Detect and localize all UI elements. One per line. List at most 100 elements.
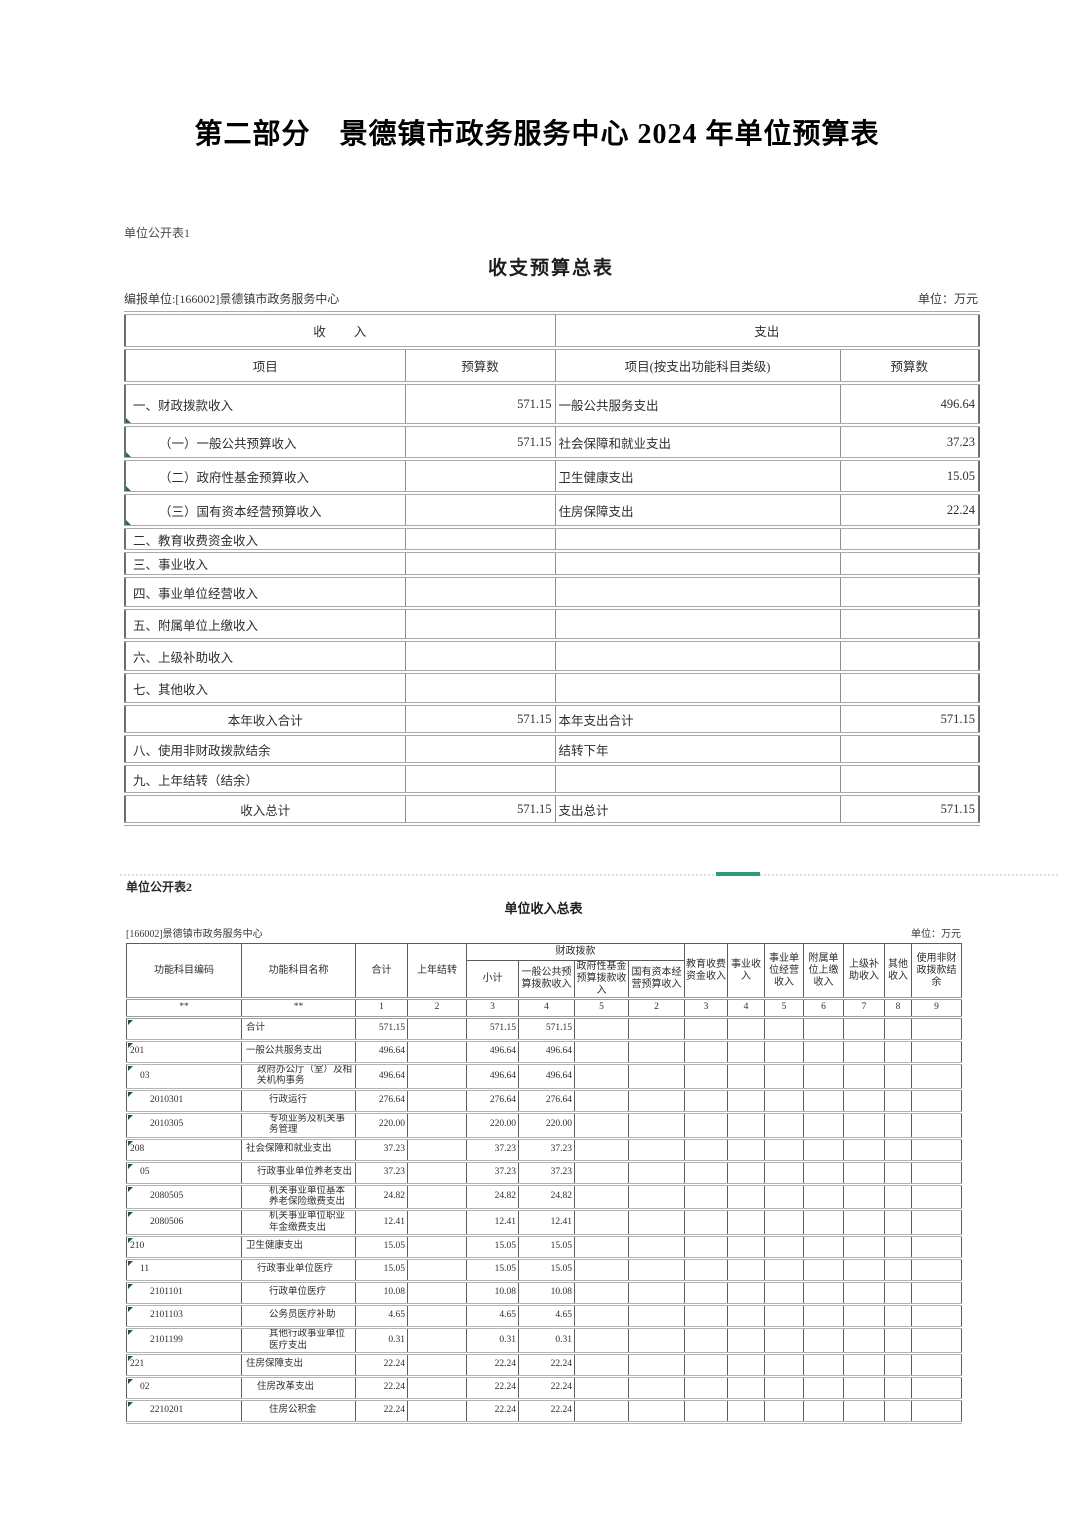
t2-value: 37.23 (466, 1159, 519, 1186)
t1-income-item: 六、上级补助收入 (124, 638, 406, 674)
t2-code: 02 (126, 1374, 242, 1401)
t2-value (407, 1016, 467, 1042)
t1-income-value (404, 491, 556, 529)
t2-value (803, 1303, 844, 1330)
t1-income-item: （二）政府性基金预算收入 (124, 457, 406, 495)
t2-value (843, 1351, 885, 1378)
t1-expense-item (554, 525, 841, 553)
t2-column-number: 1 (355, 997, 408, 1019)
t2-value (803, 1062, 844, 1091)
t2-value (764, 1039, 804, 1065)
table2-title: 单位收入总表 (504, 901, 583, 916)
t2-value: 22.24 (355, 1397, 408, 1424)
t2-value (884, 1182, 912, 1212)
t2-value (684, 1280, 728, 1307)
t2-value (911, 1280, 962, 1307)
t1-group-header-row: 收 入 支出 (124, 311, 980, 350)
t1-income-budget-header: 预算数 (404, 346, 556, 385)
t2-code: 2101101 (126, 1280, 242, 1307)
t2-value: 276.64 (355, 1087, 408, 1114)
t2-value (407, 1159, 467, 1186)
t2-code: 221 (126, 1351, 242, 1378)
t2-value (684, 1039, 728, 1065)
t1-income-value (404, 670, 556, 706)
t2-value: 37.23 (518, 1159, 575, 1186)
t2-value (764, 1303, 804, 1330)
t1-expense-value: 22.24 (839, 491, 980, 529)
t2-value (684, 1087, 728, 1114)
t2-value (911, 1351, 962, 1378)
t2-header-row-1: 功能科目编码 功能科目名称 合计 上年结转 财政拨款 教育收费资金收入 事业收入… (126, 943, 962, 999)
t2-value: 276.64 (466, 1087, 519, 1114)
t2-value (843, 1016, 885, 1042)
t2-value (764, 1110, 804, 1140)
t1-expense-value: 15.05 (839, 457, 980, 495)
t2-value: 496.64 (518, 1062, 575, 1091)
t2-value (727, 1039, 765, 1065)
t2-code: 2010305 (126, 1110, 242, 1140)
t2-row: 208 社会保障和就业支出 37.23 37.23 37.23 (126, 1136, 962, 1163)
t2-value (843, 1234, 885, 1261)
budget-summary-section: 单位公开表1 收支预算总表 编报单位:[166002]景德镇市政务服务中心 单位… (124, 224, 981, 826)
t1-expense-value (839, 525, 980, 553)
t2-value (803, 1182, 844, 1212)
t2-header-subtotal: 小计 (466, 960, 519, 999)
t2-value: 22.24 (466, 1351, 519, 1378)
t2-value (628, 1257, 685, 1284)
t2-name: 专项业务及机关事务管理 (241, 1110, 356, 1140)
t2-header-state-capital: 国有资本经营预算收入 (628, 960, 685, 999)
t2-column-number: 6 (803, 997, 844, 1019)
t2-value (803, 1257, 844, 1284)
t2-value (574, 1182, 629, 1212)
t2-column-number: 2 (407, 997, 467, 1019)
t2-value (407, 1062, 467, 1091)
t2-column-number: 4 (518, 997, 575, 1019)
t2-name: 行政运行 (241, 1087, 356, 1114)
t2-value (727, 1397, 765, 1424)
t2-value (911, 1062, 962, 1091)
t2-code: 2101103 (126, 1303, 242, 1330)
t1-expense-item (554, 670, 841, 706)
t1-income-item: 五、附属单位上缴收入 (124, 606, 406, 642)
t2-value (803, 1136, 844, 1163)
t1-expense-value (839, 549, 980, 578)
t2-value: 496.64 (466, 1039, 519, 1065)
t2-value (764, 1159, 804, 1186)
t2-value (407, 1257, 467, 1284)
t2-value (764, 1087, 804, 1114)
t2-header-code: 功能科目编码 (126, 943, 242, 999)
t2-column-number: ** (241, 997, 356, 1019)
t2-value (684, 1136, 728, 1163)
t2-value (803, 1039, 844, 1065)
t2-header-row-2: 小计 一般公共预算拨款收入 政府性基金预算拨款收入 国有资本经营预算收入 (127, 960, 962, 999)
t2-value (407, 1087, 467, 1114)
t1-row: 本年收入合计 571.15 本年支出合计 571.15 (124, 702, 980, 736)
t2-value: 0.31 (355, 1326, 408, 1355)
t2-value (574, 1110, 629, 1140)
t2-value (574, 1087, 629, 1114)
t2-column-number: 9 (911, 997, 962, 1019)
t1-expense-item: 结转下年 (554, 732, 841, 766)
t2-header-fiscal-group: 财政拨款 (466, 943, 685, 961)
t2-header-operating-income: 事业单位经营收入 (764, 943, 804, 999)
t1-income-item: 一、财政拨款收入 (124, 381, 406, 427)
t2-value: 220.00 (466, 1110, 519, 1140)
t2-value (407, 1326, 467, 1355)
t2-value (843, 1326, 885, 1355)
t2-code: 2010301 (126, 1087, 242, 1114)
t2-value (727, 1136, 765, 1163)
t1-income-value (404, 574, 556, 610)
t2-value: 10.08 (466, 1280, 519, 1307)
t1-row: 一、财政拨款收入 571.15 一般公共服务支出 496.64 (124, 381, 980, 427)
t2-value (407, 1351, 467, 1378)
t2-value (684, 1397, 728, 1424)
t1-expense-value (839, 762, 980, 796)
t2-column-number: ** (126, 997, 242, 1019)
t1-expense-value: 571.15 (839, 792, 980, 826)
sheet2-label: 单位公开表2 (126, 880, 193, 894)
t2-value (727, 1326, 765, 1355)
table1-reporting-unit: 编报单位:[166002]景德镇市政务服务中心 (124, 292, 340, 306)
t2-name: 行政事业单位养老支出 (241, 1159, 356, 1186)
t2-value (684, 1208, 728, 1238)
t2-value (684, 1062, 728, 1091)
